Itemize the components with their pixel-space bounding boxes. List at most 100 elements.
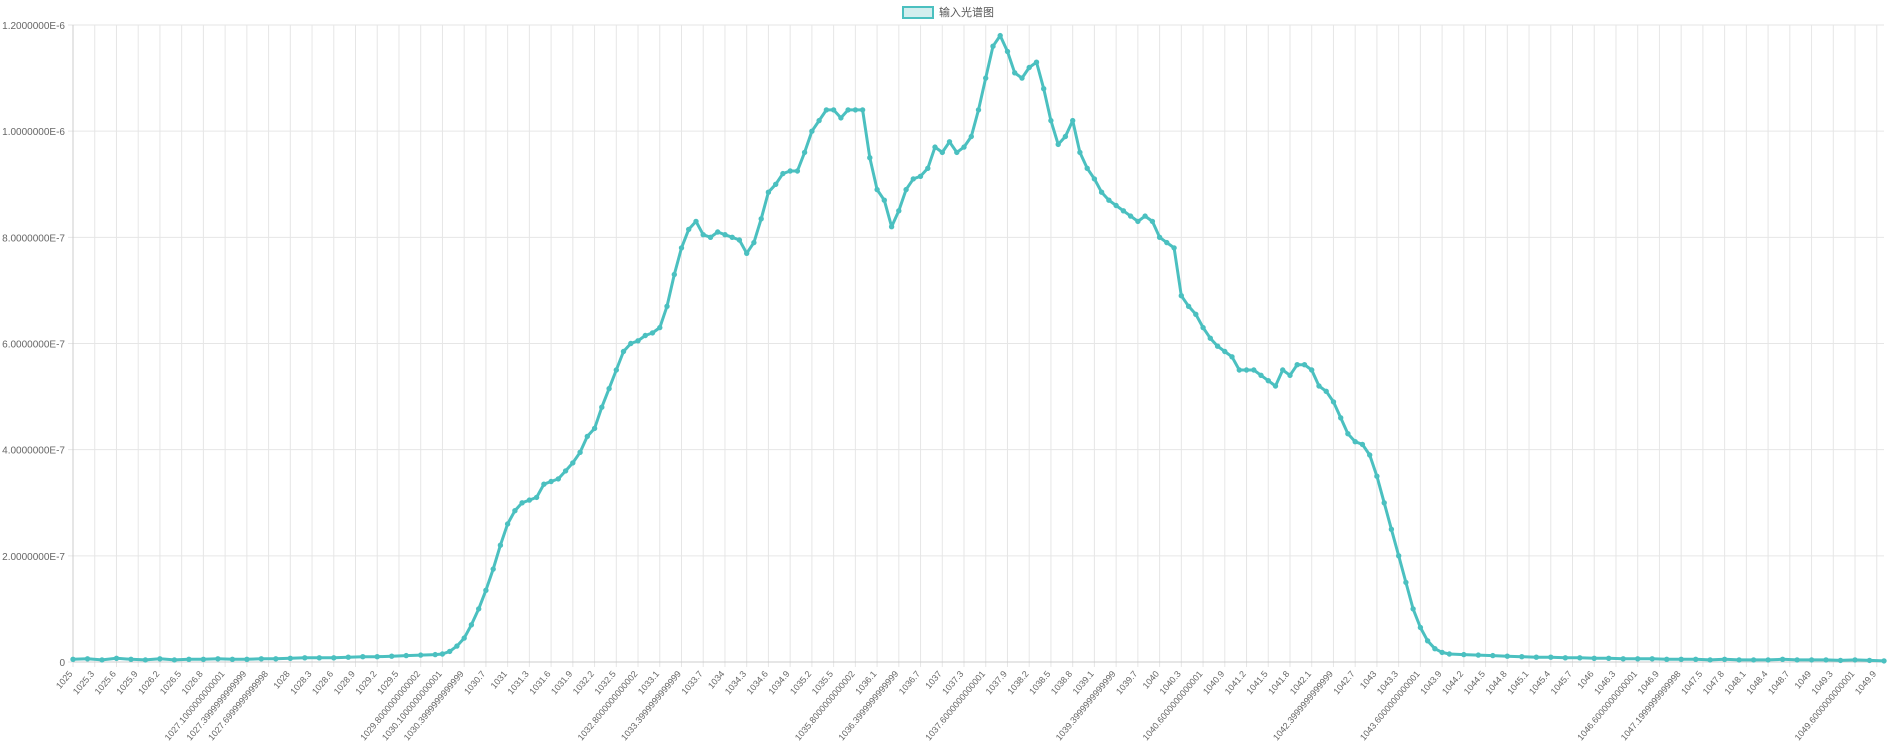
data-point[interactable]: [1055, 141, 1061, 148]
data-point[interactable]: [1185, 303, 1192, 309]
data-point[interactable]: [1272, 383, 1279, 389]
data-point[interactable]: [1779, 656, 1786, 662]
data-point[interactable]: [1164, 239, 1170, 246]
data-point[interactable]: [1606, 655, 1612, 661]
data-point[interactable]: [1794, 657, 1800, 663]
data-point[interactable]: [468, 622, 475, 628]
data-point[interactable]: [1649, 656, 1655, 662]
data-point[interactable]: [961, 144, 967, 150]
data-point[interactable]: [1519, 654, 1525, 660]
data-point[interactable]: [113, 655, 120, 661]
data-point[interactable]: [1345, 431, 1351, 437]
data-point[interactable]: [1251, 367, 1257, 373]
data-point[interactable]: [70, 656, 76, 662]
data-point[interactable]: [881, 197, 887, 203]
data-point[interactable]: [331, 655, 337, 661]
data-point[interactable]: [1823, 657, 1829, 663]
data-point[interactable]: [577, 449, 583, 455]
data-point[interactable]: [801, 149, 808, 156]
data-point[interactable]: [476, 606, 482, 612]
data-point[interactable]: [1548, 654, 1554, 660]
data-point[interactable]: [642, 332, 648, 339]
data-point[interactable]: [1808, 657, 1815, 663]
data-point[interactable]: [403, 652, 409, 659]
data-point[interactable]: [360, 654, 366, 660]
data-point[interactable]: [1664, 656, 1670, 662]
data-point[interactable]: [729, 234, 735, 241]
data-point[interactable]: [1381, 500, 1387, 506]
data-point[interactable]: [628, 340, 634, 347]
data-point[interactable]: [787, 168, 793, 174]
data-point[interactable]: [1004, 48, 1011, 55]
data-point[interactable]: [1229, 354, 1235, 360]
data-point[interactable]: [932, 144, 938, 150]
data-point[interactable]: [1243, 367, 1250, 373]
data-point[interactable]: [1577, 655, 1583, 661]
data-point[interactable]: [903, 186, 909, 193]
data-point[interactable]: [751, 239, 757, 246]
data-point[interactable]: [483, 587, 489, 593]
data-point[interactable]: [896, 208, 902, 214]
data-point[interactable]: [562, 468, 569, 474]
data-point[interactable]: [418, 652, 424, 658]
data-point[interactable]: [584, 433, 590, 440]
data-point[interactable]: [606, 385, 612, 392]
data-point[interactable]: [1062, 133, 1069, 140]
data-point[interactable]: [1019, 75, 1025, 81]
data-point[interactable]: [888, 224, 895, 230]
data-point[interactable]: [1591, 655, 1597, 661]
data-point[interactable]: [128, 656, 134, 662]
data-point[interactable]: [1562, 655, 1569, 661]
data-point[interactable]: [512, 508, 518, 514]
data-point[interactable]: [1330, 399, 1337, 405]
data-point[interactable]: [345, 654, 351, 660]
data-point[interactable]: [439, 651, 446, 657]
data-point[interactable]: [541, 481, 547, 487]
data-point[interactable]: [867, 155, 873, 161]
data-point[interactable]: [1620, 656, 1626, 662]
data-point[interactable]: [1120, 208, 1127, 214]
data-point[interactable]: [374, 654, 380, 660]
data-point[interactable]: [823, 107, 830, 113]
data-point[interactable]: [686, 226, 692, 233]
data-point[interactable]: [852, 107, 859, 113]
data-point[interactable]: [975, 107, 982, 113]
data-point[interactable]: [773, 181, 779, 188]
data-point[interactable]: [954, 149, 960, 156]
data-point[interactable]: [910, 176, 916, 182]
data-point[interactable]: [1280, 367, 1286, 373]
data-point[interactable]: [1881, 658, 1887, 664]
data-point[interactable]: [1475, 652, 1482, 658]
legend-label[interactable]: 输入光谱图: [939, 5, 994, 19]
data-point[interactable]: [1287, 372, 1293, 378]
data-point[interactable]: [794, 168, 801, 174]
data-point[interactable]: [215, 656, 221, 662]
data-point[interactable]: [1258, 372, 1264, 378]
data-point[interactable]: [1678, 656, 1684, 662]
data-point[interactable]: [1106, 197, 1112, 203]
data-point[interactable]: [1156, 234, 1163, 241]
data-point[interactable]: [447, 648, 453, 655]
data-point[interactable]: [678, 245, 685, 251]
data-point[interactable]: [939, 149, 945, 156]
data-point[interactable]: [1736, 657, 1742, 663]
data-point[interactable]: [1113, 202, 1119, 209]
data-point[interactable]: [968, 133, 974, 140]
data-point[interactable]: [526, 497, 533, 503]
data-point[interactable]: [1098, 189, 1105, 195]
data-point[interactable]: [1750, 657, 1757, 663]
data-point[interactable]: [1207, 335, 1214, 341]
data-point[interactable]: [533, 494, 540, 501]
data-point[interactable]: [1707, 657, 1713, 663]
data-point[interactable]: [1323, 388, 1329, 394]
legend-swatch[interactable]: [902, 6, 934, 19]
data-point[interactable]: [1265, 378, 1272, 384]
data-point[interactable]: [1084, 165, 1090, 172]
data-point[interactable]: [635, 338, 641, 344]
data-point[interactable]: [830, 107, 837, 113]
data-point[interactable]: [244, 656, 250, 662]
data-point[interactable]: [1352, 439, 1358, 445]
data-point[interactable]: [722, 232, 728, 238]
data-point[interactable]: [946, 139, 953, 145]
data-point[interactable]: [186, 656, 192, 662]
